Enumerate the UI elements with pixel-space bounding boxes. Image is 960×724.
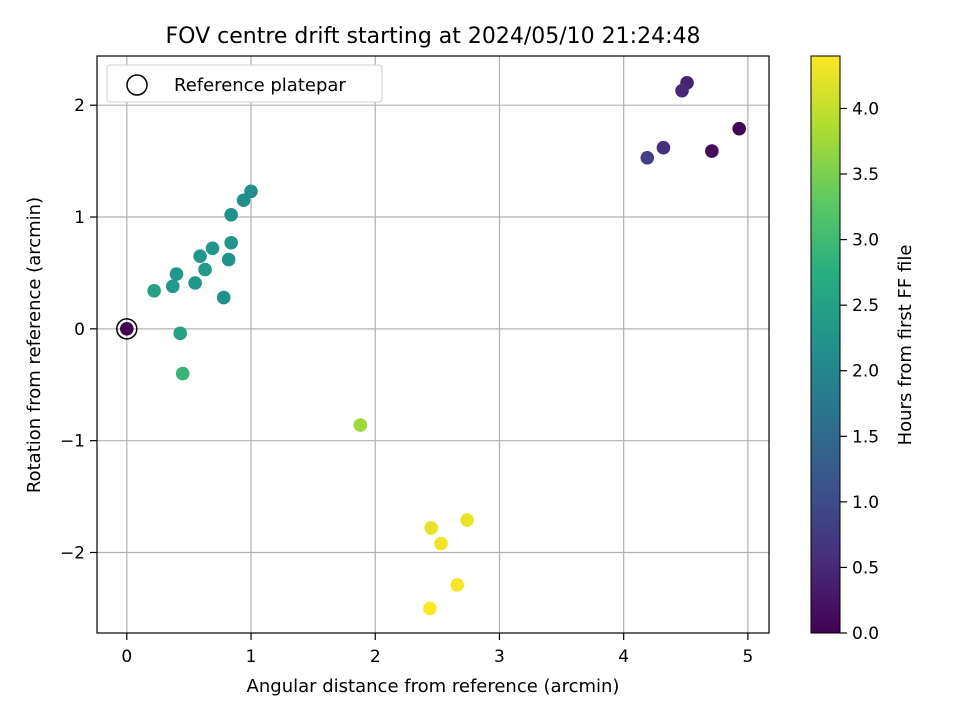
data-point — [423, 601, 437, 616]
legend-marker-reference — [126, 74, 148, 96]
plot-frame — [96, 55, 770, 634]
data-point — [224, 207, 238, 222]
data-point — [705, 144, 719, 158]
y-tick-label: 0 — [74, 320, 85, 340]
data-point — [450, 578, 465, 592]
colorbar-tick-label: 3.5 — [852, 165, 879, 185]
data-point — [188, 276, 202, 290]
y-tick-label: −2 — [60, 543, 85, 563]
data-point — [193, 249, 207, 263]
data-point — [353, 418, 368, 432]
colorbar-tick-label: 2.5 — [852, 296, 879, 316]
x-tick-label: 2 — [370, 647, 381, 667]
data-point — [120, 322, 134, 336]
y-tick-label: 1 — [74, 208, 85, 228]
data-point — [175, 366, 190, 381]
y-axis-label: Rotation from reference (arcmin) — [24, 197, 45, 493]
data-point — [434, 536, 448, 551]
x-tick-label: 0 — [121, 647, 132, 667]
reference-platepar-marker — [116, 318, 138, 340]
colorbar-gradient — [810, 55, 841, 634]
data-point — [165, 279, 180, 294]
x-axis-ticks: 0 1 2 3 4 5 — [121, 633, 753, 667]
data-point — [216, 290, 231, 305]
data-point — [198, 262, 212, 277]
colorbar-label: Hours from first FF file — [895, 245, 916, 446]
colorbar-tick-label: 2.0 — [852, 362, 879, 382]
data-point — [424, 521, 438, 535]
data-point — [169, 267, 184, 281]
colorbar-tick-label: 0.5 — [852, 558, 879, 578]
colorbar-ticks: 0.0 0.5 1.0 1.5 2.0 2.5 3.0 3.5 4.0 — [840, 99, 879, 644]
data-point — [173, 326, 188, 341]
legend: Reference platepar — [106, 64, 383, 103]
colorbar-tick-label: 0.0 — [852, 624, 879, 644]
colorbar-tick-label: 1.0 — [852, 493, 879, 513]
y-tick-label: 2 — [74, 96, 85, 116]
colorbar-tick-label: 4.0 — [852, 99, 879, 119]
data-point — [147, 284, 161, 298]
data-point — [656, 140, 671, 155]
grid-lines — [97, 56, 769, 633]
y-axis-ticks: −2 −1 0 1 2 — [60, 96, 97, 563]
data-points — [116, 76, 746, 616]
chart-title: FOV centre drift starting at 2024/05/10 … — [166, 24, 701, 49]
legend-box — [106, 64, 383, 103]
colorbar-tick-label: 1.5 — [852, 427, 879, 447]
colorbar-tick-label: 3.0 — [852, 231, 879, 251]
data-point — [675, 83, 689, 98]
data-point — [205, 241, 220, 256]
data-point — [732, 121, 746, 136]
data-point — [224, 235, 238, 250]
data-point — [244, 184, 258, 199]
x-axis-label: Angular distance from reference (arcmin) — [247, 676, 620, 697]
legend-label-reference: Reference platepar — [174, 75, 346, 96]
data-point — [460, 513, 474, 527]
data-point — [640, 150, 655, 165]
data-point — [236, 193, 251, 208]
y-tick-label: −1 — [60, 432, 85, 452]
x-tick-label: 1 — [246, 647, 257, 667]
x-tick-label: 4 — [618, 647, 629, 667]
data-point — [221, 252, 236, 267]
x-tick-label: 3 — [494, 647, 505, 667]
colorbar: 0.0 0.5 1.0 1.5 2.0 2.5 3.0 3.5 4.0 Hours from f… — [810, 55, 916, 644]
x-tick-label: 5 — [742, 647, 753, 667]
